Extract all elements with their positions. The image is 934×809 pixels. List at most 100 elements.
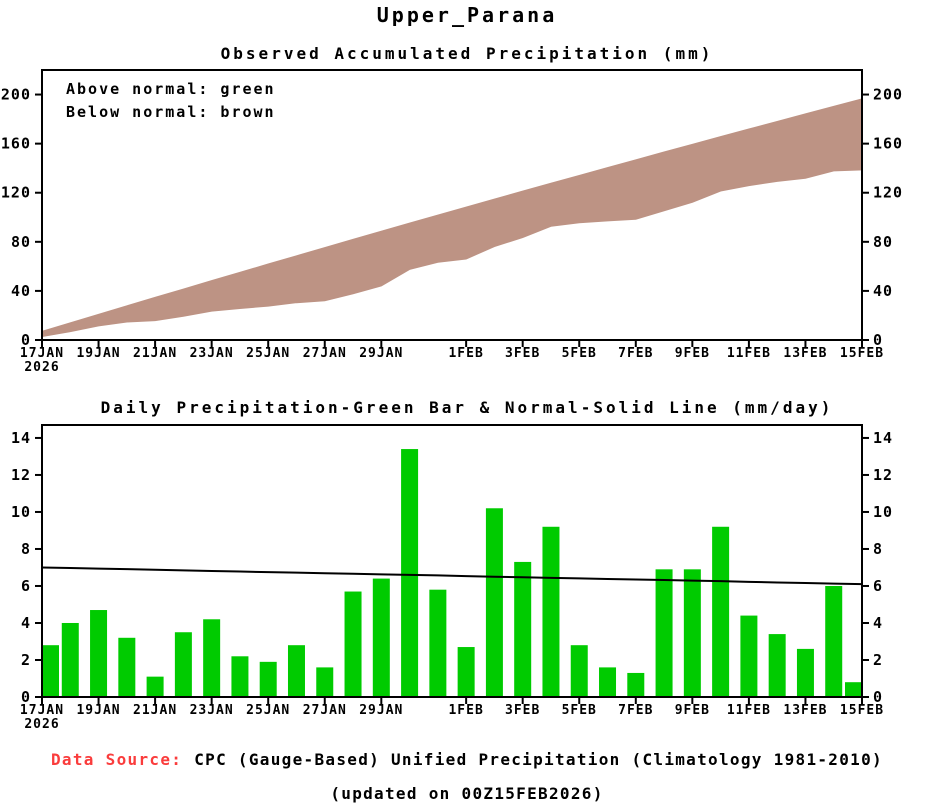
y-tick-label-right: 0 bbox=[873, 331, 883, 349]
x-tick-label: 19JAN bbox=[76, 346, 120, 361]
daily-precip-bar bbox=[599, 667, 617, 697]
daily-precip-bar bbox=[372, 578, 390, 697]
y-tick-label-left: 0 bbox=[21, 688, 31, 706]
y-tick-label-left: 4 bbox=[21, 614, 31, 632]
updated-line: (updated on 00Z15FEB2026) bbox=[330, 784, 604, 803]
y-tick-label-right: 80 bbox=[873, 233, 893, 251]
daily-precip-bar bbox=[768, 634, 786, 697]
y-tick-label-right: 2 bbox=[873, 651, 883, 669]
daily-precip-bar bbox=[90, 610, 108, 697]
daily-precip-bar bbox=[429, 589, 447, 697]
x-tick-label: 15FEB bbox=[840, 703, 884, 718]
data-source-line: Data Source: CPC (Gauge-Based) Unified Pr… bbox=[0, 750, 934, 769]
plot-box bbox=[41, 424, 863, 698]
below-normal-fill bbox=[41, 98, 863, 338]
x-tick-label: 9FEB bbox=[675, 346, 710, 361]
daily-precip-bar bbox=[401, 449, 419, 697]
y-tick-label-right: 10 bbox=[873, 503, 893, 521]
x-tick-label: 25JAN bbox=[246, 346, 290, 361]
y-tick-label-right: 0 bbox=[873, 688, 883, 706]
daily-precip-bar bbox=[825, 585, 843, 697]
x-tick-label: 1FEB bbox=[448, 703, 483, 718]
x-tick-label: 19JAN bbox=[76, 703, 120, 718]
legend-above-normal: Above normal: green bbox=[66, 80, 276, 98]
daily-precip-bar bbox=[485, 508, 503, 697]
daily-precip-bar bbox=[118, 637, 136, 697]
region-title: Upper_Parana bbox=[376, 3, 558, 27]
x-tick-label: 3FEB bbox=[505, 703, 540, 718]
x-tick-label: 23JAN bbox=[190, 346, 234, 361]
daily-precip-bar bbox=[655, 569, 673, 697]
y-tick-label-right: 8 bbox=[873, 540, 883, 558]
x-tick-label: 15FEB bbox=[840, 346, 884, 361]
x-tick-label: 17JAN bbox=[20, 346, 64, 361]
daily-precip-bar bbox=[683, 569, 701, 697]
normal-line bbox=[41, 566, 863, 586]
x-tick-label: 21JAN bbox=[133, 703, 177, 718]
y-tick-label-right: 40 bbox=[873, 282, 893, 300]
daily-precip-bar bbox=[259, 661, 277, 697]
x-tick-label: 27JAN bbox=[303, 703, 347, 718]
y-tick-label-left: 40 bbox=[11, 282, 31, 300]
y-tick-label-left: 200 bbox=[1, 86, 31, 104]
y-tick-label-right: 160 bbox=[873, 135, 903, 153]
daily-precip-bar bbox=[740, 615, 758, 697]
data-source-text: CPC (Gauge-Based) Unified Precipitation … bbox=[194, 750, 883, 769]
x-tick-year-label: 2026 bbox=[24, 360, 59, 375]
x-tick-label: 17JAN bbox=[20, 703, 64, 718]
y-tick-label-right: 4 bbox=[873, 614, 883, 632]
daily-precip-bar bbox=[457, 647, 475, 697]
x-tick-label: 3FEB bbox=[505, 346, 540, 361]
y-tick-label-left: 160 bbox=[1, 135, 31, 153]
y-tick-label-left: 80 bbox=[11, 233, 31, 251]
x-tick-label: 11FEB bbox=[727, 346, 771, 361]
x-tick-label: 11FEB bbox=[727, 703, 771, 718]
y-tick-label-left: 0 bbox=[21, 331, 31, 349]
y-tick-label-left: 6 bbox=[21, 577, 31, 595]
daily-precip-bar bbox=[845, 682, 862, 697]
x-tick-label: 13FEB bbox=[783, 346, 827, 361]
daily-precip-bar bbox=[344, 591, 362, 697]
daily-precip-bar bbox=[712, 526, 730, 697]
x-tick-label: 29JAN bbox=[359, 346, 403, 361]
daily-precip-bar bbox=[627, 672, 645, 697]
x-tick-label: 9FEB bbox=[675, 703, 710, 718]
daily-precip-bar bbox=[287, 645, 305, 697]
x-tick-label: 25JAN bbox=[246, 703, 290, 718]
daily-chart-title: Daily Precipitation-Green Bar & Normal-S… bbox=[100, 398, 834, 417]
daily-precip-bar bbox=[316, 667, 334, 697]
accum-chart-title: Observed Accumulated Precipitation (mm) bbox=[220, 44, 714, 63]
y-tick-label-right: 6 bbox=[873, 577, 883, 595]
daily-precip-bar bbox=[514, 561, 532, 697]
daily-precip-bar bbox=[146, 676, 164, 697]
x-tick-label: 5FEB bbox=[562, 703, 597, 718]
daily-precip-bar bbox=[174, 632, 192, 697]
x-tick-label: 7FEB bbox=[618, 703, 653, 718]
y-tick-label-left: 10 bbox=[11, 503, 31, 521]
x-tick-label: 7FEB bbox=[618, 346, 653, 361]
y-tick-label-left: 14 bbox=[11, 429, 31, 447]
data-source-label: Data Source: bbox=[51, 750, 183, 769]
y-tick-label-left: 12 bbox=[11, 466, 31, 484]
x-tick-label: 29JAN bbox=[359, 703, 403, 718]
daily-precip-bar bbox=[796, 648, 814, 697]
x-tick-label: 5FEB bbox=[562, 346, 597, 361]
x-tick-label: 13FEB bbox=[783, 703, 827, 718]
daily-precip-bar bbox=[61, 622, 79, 697]
daily-precip-bar bbox=[42, 645, 59, 697]
x-tick-label: 27JAN bbox=[303, 346, 347, 361]
daily-precip-bar bbox=[542, 526, 560, 697]
y-tick-label-right: 14 bbox=[873, 429, 893, 447]
y-tick-label-right: 200 bbox=[873, 86, 903, 104]
x-tick-label: 1FEB bbox=[448, 346, 483, 361]
x-tick-year-label: 2026 bbox=[24, 717, 59, 732]
y-tick-label-left: 120 bbox=[1, 184, 31, 202]
y-tick-label-right: 12 bbox=[873, 466, 893, 484]
daily-precip-bar bbox=[231, 656, 249, 697]
x-tick-label: 21JAN bbox=[133, 346, 177, 361]
y-tick-label-left: 8 bbox=[21, 540, 31, 558]
daily-precip-bar bbox=[203, 619, 221, 697]
